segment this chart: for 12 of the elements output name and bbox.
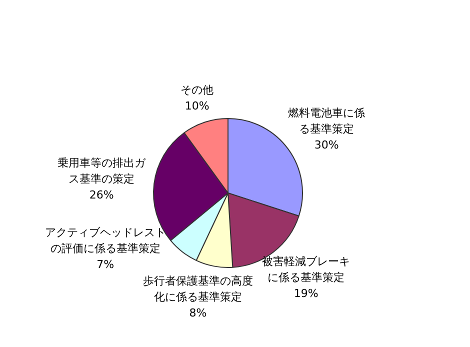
data-label: 19% [294, 286, 318, 300]
data-label: 7% [96, 258, 114, 272]
slice-label: その他 [180, 83, 214, 96]
slice-label: 歩行者保護基準の高度化に係る基準策定 [142, 274, 253, 304]
slice-label: 燃料電池車に係る基準策定 [288, 106, 366, 136]
data-label: 26% [89, 188, 114, 202]
slice-label: 乗用車等の排出ガス基準の策定 [58, 156, 147, 186]
data-label: 8% [189, 306, 207, 320]
slice-label: アクティブヘッドレストの評価に係る基準策定 [44, 226, 166, 256]
data-label: 30% [314, 138, 339, 152]
data-label: 10% [184, 99, 210, 112]
slice-label: 被害軽減ブレーキに係る基準策定 [262, 254, 350, 284]
